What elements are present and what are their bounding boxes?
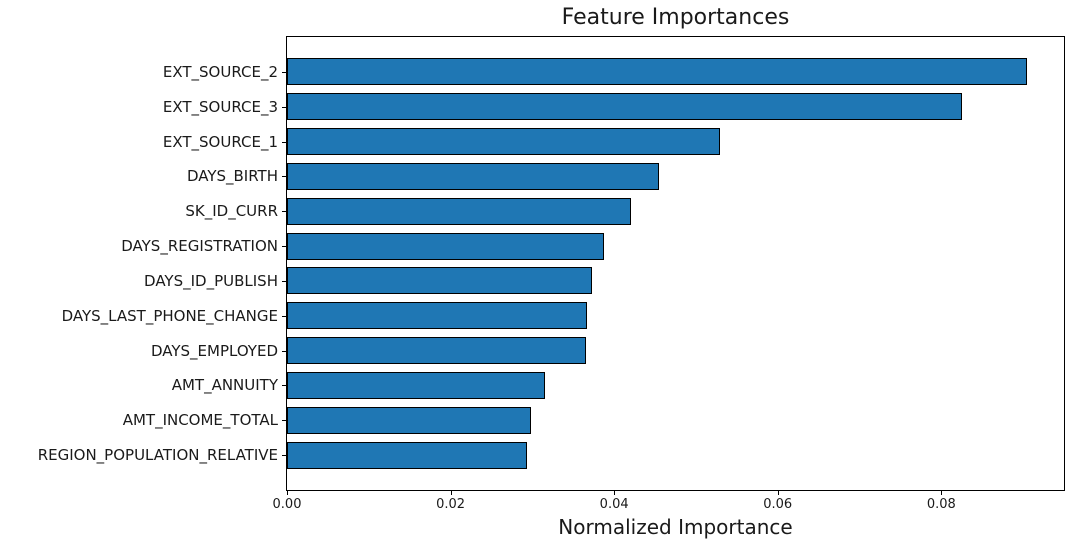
bar <box>287 441 527 469</box>
y-tick-label: DAYS_BIRTH <box>186 167 278 186</box>
y-tick-label: AMT_INCOME_TOTAL <box>122 411 278 430</box>
y-tick-label: REGION_POPULATION_RELATIVE <box>37 446 278 465</box>
bar <box>287 128 721 156</box>
bar <box>287 406 531 434</box>
x-tick-label: 0.08 <box>926 497 956 512</box>
chart-title: Feature Importances <box>561 5 790 30</box>
y-tick-mark <box>282 455 286 457</box>
y-axis: EXT_SOURCE_2 EXT_SOURCE_3 EXT_SOURCE_1 DAYS… <box>0 37 286 490</box>
y-tick-mark <box>282 176 286 178</box>
bar <box>287 267 593 295</box>
x-tick-label: 0.02 <box>436 497 466 512</box>
y-tick-mark <box>282 280 286 282</box>
x-tick-mark <box>941 491 943 495</box>
x-axis-title: Normalized Importance <box>558 515 793 539</box>
x-tick-mark <box>614 491 616 495</box>
x-axis: 0.00 0.02 0.04 0.06 0.08 <box>273 491 1064 531</box>
x-tick-label: 0.06 <box>763 497 793 512</box>
bar <box>287 93 962 121</box>
y-tick-mark <box>282 211 286 213</box>
y-tick-label: EXT_SOURCE_1 <box>162 132 278 151</box>
y-tick-mark <box>282 385 286 387</box>
x-tick-label: 0.00 <box>272 497 302 512</box>
y-tick-mark <box>282 315 286 317</box>
x-tick-mark <box>450 491 452 495</box>
bar <box>287 58 1028 86</box>
bar <box>287 232 605 260</box>
y-tick-label: EXT_SOURCE_3 <box>162 97 278 116</box>
plot-area <box>286 36 1065 491</box>
x-tick-mark <box>287 491 288 495</box>
bar <box>287 371 545 399</box>
y-tick-mark <box>282 71 286 73</box>
y-tick-mark <box>282 106 286 108</box>
x-tick-label: 0.04 <box>599 497 629 512</box>
y-tick-label: AMT_ANNUITY <box>171 376 278 395</box>
y-tick-label: SK_ID_CURR <box>185 202 278 221</box>
y-tick-label: DAYS_REGISTRATION <box>121 237 278 256</box>
x-tick-mark <box>777 491 779 495</box>
y-tick-label: EXT_SOURCE_2 <box>162 62 278 81</box>
y-tick-label: DAYS_LAST_PHONE_CHANGE <box>61 306 278 325</box>
y-tick-label: DAYS_ID_PUBLISH <box>144 271 278 290</box>
bar <box>287 162 660 190</box>
bar <box>287 337 586 365</box>
bar <box>287 197 632 225</box>
y-tick-mark <box>282 420 286 422</box>
y-tick-mark <box>282 141 286 143</box>
y-tick-mark <box>282 350 286 352</box>
y-tick-mark <box>282 246 286 248</box>
y-tick-label: DAYS_EMPLOYED <box>150 341 278 360</box>
bar <box>287 302 588 330</box>
